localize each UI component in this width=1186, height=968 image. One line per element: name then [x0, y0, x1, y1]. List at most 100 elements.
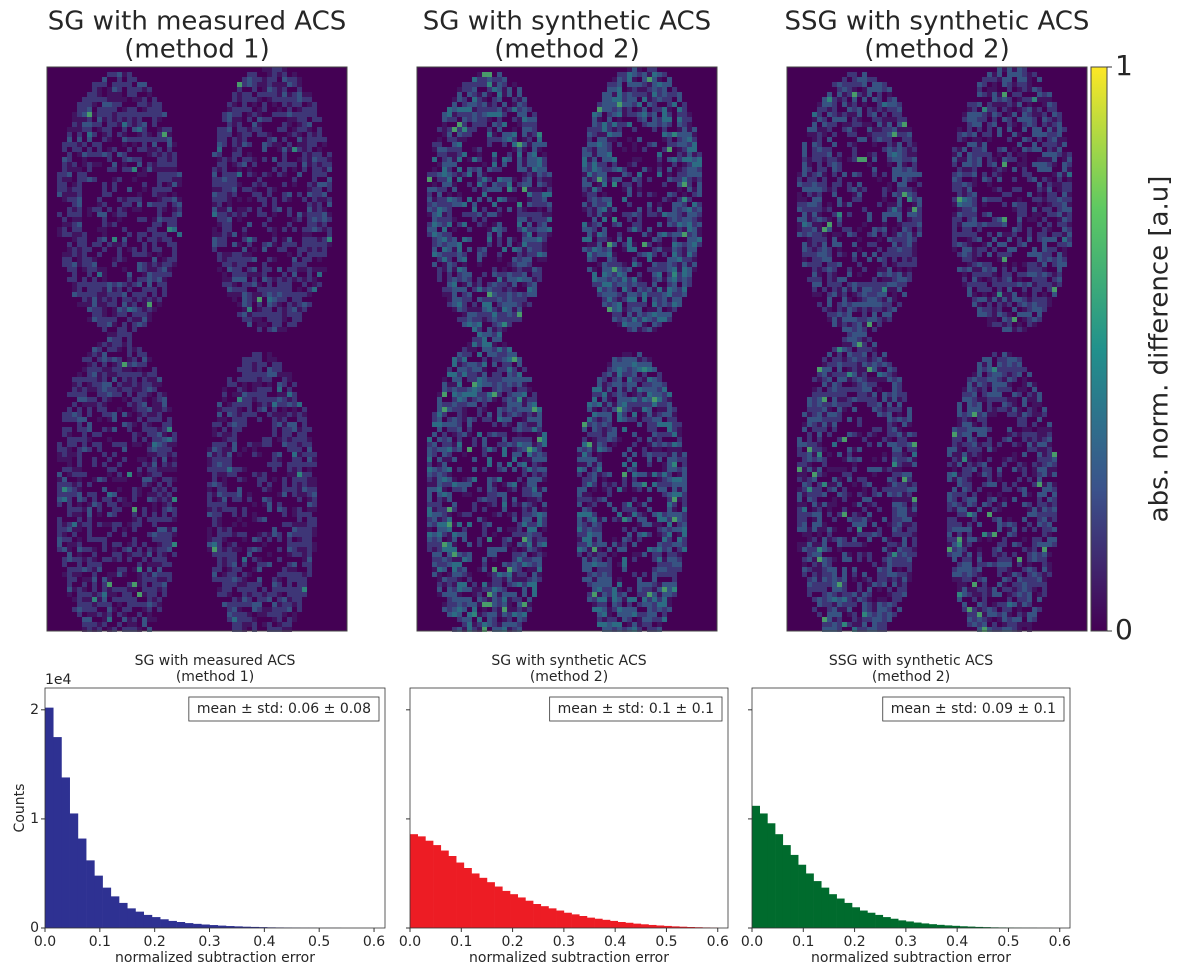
x-tick-label: 0.2 — [843, 934, 865, 950]
histogram-bar — [102, 887, 112, 928]
x-tick-label: 0.6 — [1049, 934, 1071, 950]
histogram-bar — [533, 904, 542, 928]
histogram-bar — [686, 927, 695, 928]
histogram-bar — [921, 923, 930, 928]
histogram-bar — [656, 925, 665, 928]
histogram-bar — [410, 834, 418, 928]
histogram-bar — [952, 925, 961, 928]
axes-frame — [44, 687, 386, 929]
panel-title: SG with synthetic ACS — [423, 7, 711, 37]
histogram-bar — [625, 922, 634, 928]
histogram-bar — [875, 914, 884, 928]
x-tick-label: 0.6 — [363, 934, 385, 950]
x-tick-label: 0.4 — [253, 934, 275, 950]
x-tick-label: 0.1 — [792, 934, 814, 950]
histogram-bar — [671, 926, 680, 928]
image-frame — [786, 66, 1088, 632]
histogram-bar — [510, 894, 519, 928]
histogram-bar — [217, 925, 227, 928]
histogram-bar — [679, 926, 688, 928]
histogram-bar — [463, 868, 472, 928]
histogram-bar — [859, 910, 868, 928]
x-tick-label: 0.4 — [946, 934, 968, 950]
panel-title: (method 1) — [124, 35, 270, 65]
histogram-bar — [890, 918, 899, 928]
histogram-bar — [648, 924, 657, 928]
histogram-bar — [782, 845, 791, 928]
histogram-bar — [479, 877, 488, 928]
x-tick-label: 0.1 — [89, 934, 111, 950]
histogram-bar — [759, 813, 768, 928]
x-axis-label: normalized subtraction error — [469, 950, 669, 966]
histogram-bar — [176, 922, 186, 928]
x-axis-label: normalized subtraction error — [811, 950, 1011, 966]
annotation: mean ± std: 0.1 ± 0.1 — [558, 701, 714, 717]
colorbar-label: abs. norm. difference [a.u] — [1145, 176, 1175, 523]
panel-title: SG with measured ACS — [48, 7, 347, 37]
histogram-bar — [602, 919, 611, 928]
histogram-bar — [579, 916, 588, 928]
histogram-bar — [617, 922, 626, 928]
histogram-bar — [143, 914, 153, 928]
histogram-bar — [494, 886, 503, 928]
axes-frame — [409, 687, 729, 929]
histogram-bar — [556, 910, 565, 928]
image-pixels — [797, 67, 1072, 632]
histogram-bar — [61, 777, 70, 928]
annotation-box — [188, 696, 380, 722]
subplot-title: SG with measured ACS — [135, 653, 296, 669]
histogram-bar — [852, 907, 861, 928]
histogram-bar — [571, 914, 580, 928]
histogram-bar — [517, 897, 526, 928]
histogram-bar — [836, 898, 845, 928]
histogram-bar — [813, 881, 822, 928]
colorbar — [1090, 66, 1108, 632]
image-pixels — [797, 67, 1072, 632]
histogram-bar — [110, 896, 120, 928]
histogram-bar — [471, 873, 480, 928]
histogram-bar — [898, 920, 907, 928]
x-tick-label: 0.5 — [655, 934, 677, 950]
histogram-bar — [201, 924, 210, 928]
histogram-bar — [586, 917, 595, 928]
x-tick-label: 0.0 — [34, 934, 56, 950]
histogram-bar — [905, 921, 914, 928]
histogram-bar — [209, 925, 219, 928]
histogram-bar — [882, 917, 891, 928]
x-axis-label: normalized subtraction error — [115, 950, 315, 966]
image-frame — [46, 66, 348, 632]
histogram-bar — [775, 834, 784, 928]
image-pixels — [427, 67, 702, 632]
x-tick-label: 0.5 — [997, 934, 1019, 950]
histogram-bar — [45, 707, 54, 928]
histogram-bar — [563, 912, 572, 928]
colorbar-tick-label: 0 — [1115, 613, 1133, 646]
histogram-bar — [250, 926, 260, 928]
subplot-title: SSG with synthetic ACS — [829, 653, 993, 669]
image-pixels — [427, 67, 702, 632]
histogram-bar — [944, 925, 953, 928]
image-pixels — [57, 67, 332, 632]
x-tick-label: 0.1 — [450, 934, 472, 950]
histogram-bar — [633, 923, 642, 928]
x-tick-label: 0.0 — [399, 934, 421, 950]
histogram-bar — [184, 923, 194, 928]
x-tick-label: 0.6 — [707, 934, 729, 950]
histogram-bar — [433, 845, 442, 928]
histogram-bar — [456, 862, 465, 928]
histogram-bar — [502, 890, 511, 928]
histogram-bar — [77, 838, 87, 928]
axes-frame — [751, 687, 1071, 929]
histogram-bar — [867, 912, 876, 928]
histogram-bar — [828, 894, 837, 928]
image-pixels — [797, 67, 1072, 632]
subplot-title: (method 1) — [176, 669, 254, 685]
histogram-bar — [594, 918, 603, 928]
panel-title: SSG with synthetic ACS — [785, 7, 1090, 37]
histogram-bar — [982, 927, 991, 928]
histogram-bar — [448, 856, 457, 928]
histogram-bar — [53, 737, 62, 928]
x-tick-label: 0.3 — [553, 934, 575, 950]
colorbar-tick-label: 1 — [1115, 49, 1133, 82]
annotation-box — [882, 696, 1065, 722]
